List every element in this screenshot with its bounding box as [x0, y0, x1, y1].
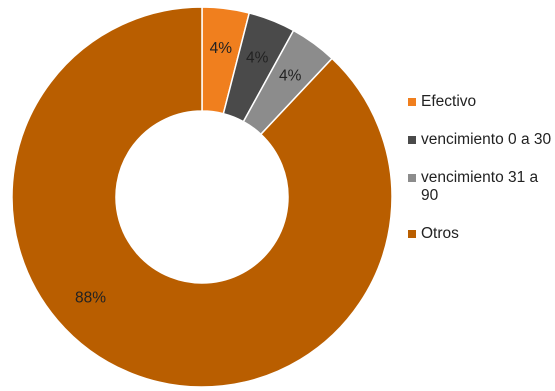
legend-swatch-efectivo	[408, 98, 416, 106]
data-labels: 4% 4% 4% 88%	[75, 40, 302, 306]
legend-label-efectivo: Efectivo	[421, 93, 477, 110]
donut-slices	[11, 6, 393, 388]
data-label-vencimiento-0-30: 4%	[246, 50, 269, 67]
legend-item-efectivo: Efectivo	[408, 93, 555, 111]
data-label-vencimiento-31-90: 4%	[279, 68, 302, 85]
legend-item-vencimiento-31-90: vencimiento 31 a 90	[408, 169, 555, 205]
chart-legend: Efectivo vencimiento 0 a 30 vencimiento …	[408, 93, 555, 263]
data-label-otros: 88%	[75, 289, 106, 306]
slice-otros	[11, 6, 393, 388]
data-label-efectivo: 4%	[210, 40, 233, 57]
legend-item-otros: Otros	[408, 225, 555, 243]
legend-label-vencimiento-0-30: vencimiento 0 a 30	[421, 131, 552, 148]
legend-label-vencimiento-31-90: vencimiento 31 a 90	[421, 169, 539, 204]
legend-swatch-otros	[408, 230, 416, 238]
legend-label-otros: Otros	[421, 225, 459, 242]
legend-swatch-vencimiento-0-30	[408, 136, 416, 144]
legend-item-vencimiento-0-30: vencimiento 0 a 30	[408, 131, 555, 149]
legend-swatch-vencimiento-31-90	[408, 174, 416, 182]
